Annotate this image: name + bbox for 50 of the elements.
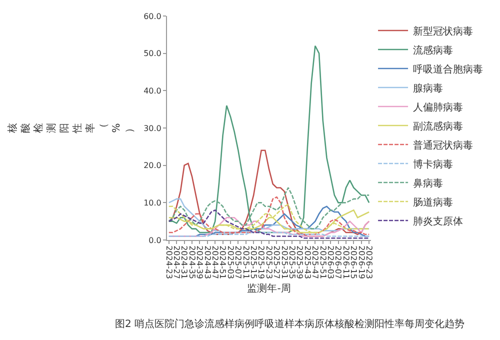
line-series bbox=[168, 187, 370, 230]
x-tick-label: 2025-11 bbox=[241, 246, 250, 280]
x-tick-label: 2025-35 bbox=[287, 246, 296, 280]
y-tick-label: 10.0 bbox=[144, 198, 162, 208]
x-tick-label: 2025-19 bbox=[256, 246, 266, 280]
x-tick-label: 2024-23 bbox=[164, 246, 174, 280]
x-tick-label: 2025-39 bbox=[295, 246, 304, 280]
x-tick-label: 2024-27 bbox=[172, 246, 182, 280]
legend-label: 鼻病毒 bbox=[413, 177, 444, 190]
x-tick-label: 2026-15 bbox=[349, 246, 358, 280]
x-axis-title: 监测年-周 bbox=[247, 282, 291, 295]
y-tick-label: 40.0 bbox=[144, 86, 162, 96]
x-tick-label: 2024-35 bbox=[187, 246, 196, 280]
legend-label: 人偏肺病毒 bbox=[413, 101, 464, 114]
y-tick-label: 60.0 bbox=[144, 12, 162, 21]
line-series bbox=[168, 45, 370, 234]
x-tick-label: 2025-27 bbox=[272, 246, 282, 280]
x-tick-label: 2026-03 bbox=[326, 246, 335, 280]
legend-label: 新型冠状病毒 bbox=[413, 25, 474, 38]
x-tick-label: 2025-43 bbox=[302, 246, 312, 280]
x-tick-label: 2025-51 bbox=[318, 246, 328, 280]
legend-label: 副流感病毒 bbox=[413, 120, 464, 132]
text: 核酸检测阳性率（%） bbox=[8, 123, 136, 133]
x-tick-label: 2025-47 bbox=[310, 246, 320, 280]
x-tick-label: 2024-47 bbox=[210, 246, 220, 280]
x-tick-label: 2026-11 bbox=[341, 246, 350, 280]
x-tick-label: 2025-15 bbox=[249, 246, 258, 280]
y-tick-label: 30.0 bbox=[144, 124, 162, 133]
legend-label: 肺炎支原体 bbox=[413, 215, 464, 228]
legend-label: 普通冠状病毒 bbox=[413, 139, 474, 152]
x-tick-label: 2024-39 bbox=[195, 246, 204, 280]
x-tick-label: 2025-31 bbox=[280, 246, 289, 280]
x-tick-label: 2024-51 bbox=[218, 246, 228, 280]
x-tick-label: 2024-43 bbox=[202, 246, 212, 280]
x-tick-label: 2026-19 bbox=[356, 246, 366, 280]
text: 图2 哨点医院门急诊流感样病例呼吸道样本病原体核酸检测阳性率每周变化趋势 bbox=[115, 318, 465, 330]
x-tick-label: 2026-23 bbox=[364, 246, 374, 280]
y-tick-label: 0.0 bbox=[148, 236, 162, 245]
x-tick-label: 2025-07 bbox=[234, 246, 243, 280]
legend-label: 流感病毒 bbox=[413, 44, 454, 56]
legend-label: 呼吸道合胞病毒 bbox=[413, 63, 484, 76]
x-tick-label: 2025-23 bbox=[264, 246, 274, 280]
legend-label: 肠道病毒 bbox=[413, 196, 454, 208]
y-tick-label: 50.0 bbox=[144, 49, 162, 58]
x-tick-label: 2026-07 bbox=[334, 246, 343, 280]
x-tick-label: 2025-03 bbox=[226, 246, 235, 280]
legend-label: 腺病毒 bbox=[413, 82, 444, 94]
y-tick-label: 20.0 bbox=[144, 161, 162, 170]
x-tick-label: 2024-31 bbox=[180, 246, 189, 280]
legend-label: 博卡病毒 bbox=[413, 158, 454, 170]
